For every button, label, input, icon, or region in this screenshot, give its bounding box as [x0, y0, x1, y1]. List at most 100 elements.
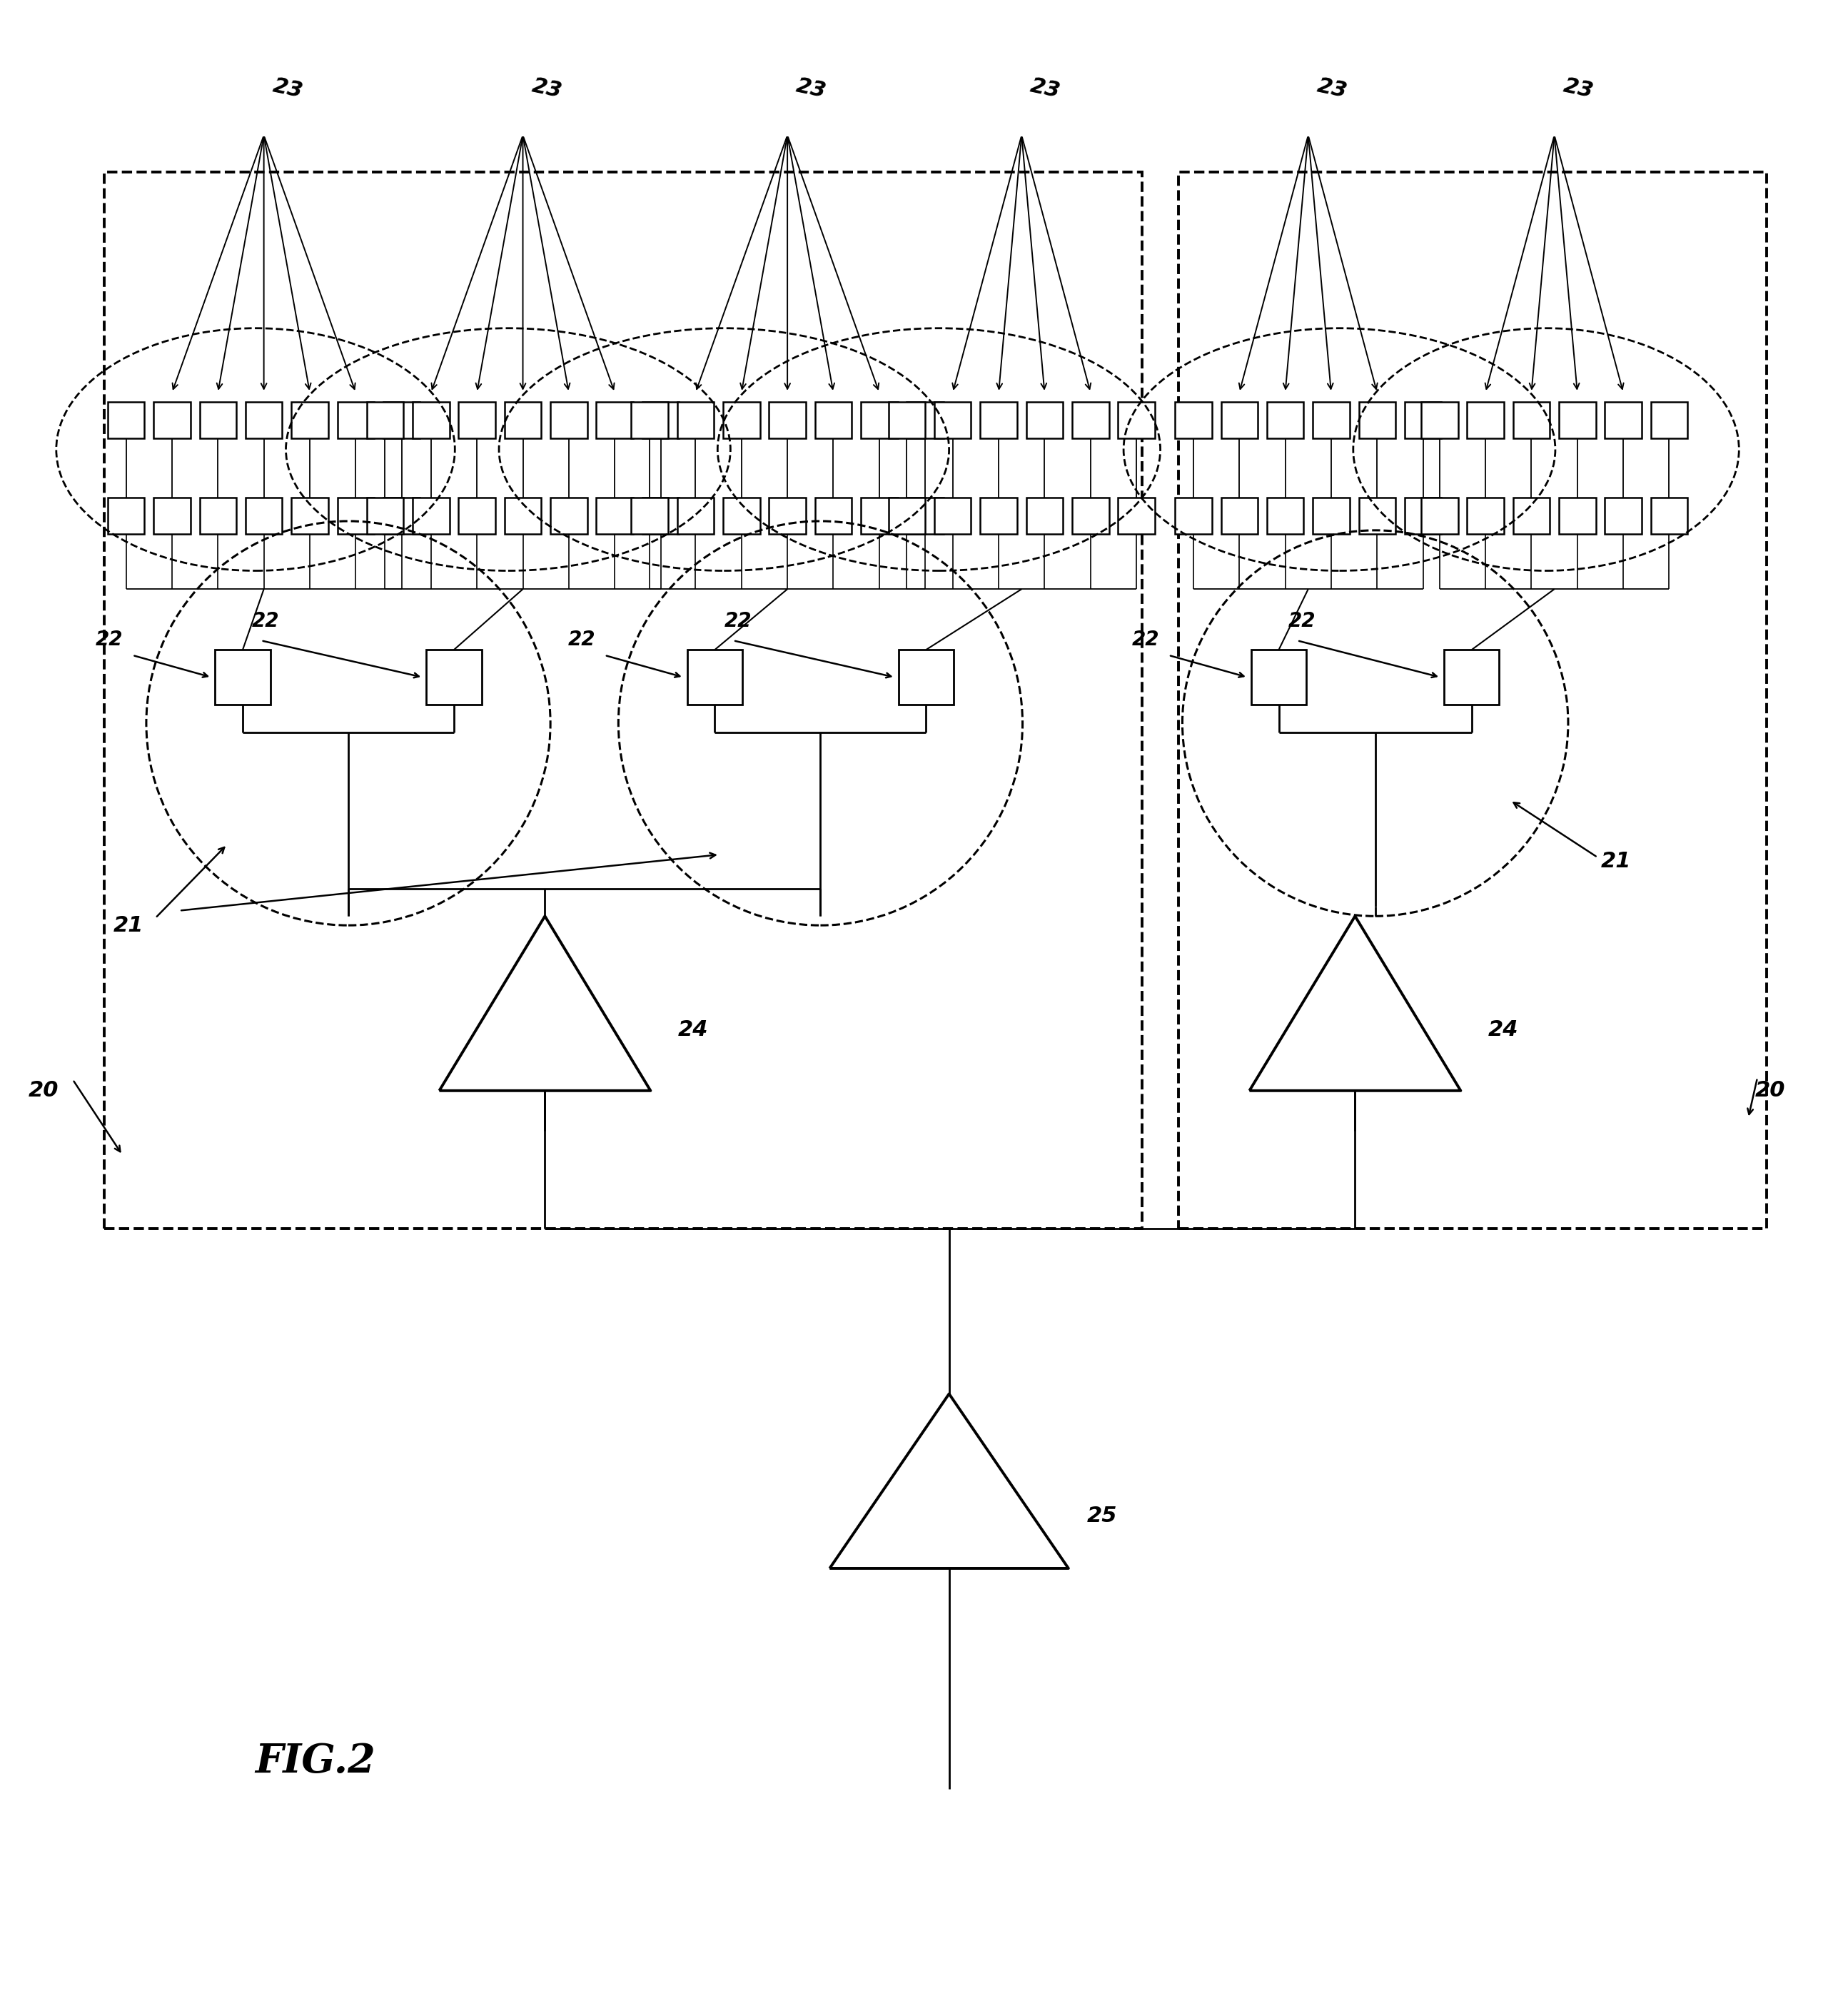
Bar [551, 498, 588, 534]
Bar [1266, 401, 1303, 437]
Text: 23: 23 [794, 77, 828, 103]
Bar [1220, 498, 1257, 534]
Bar [907, 401, 944, 437]
Bar [1180, 171, 1767, 1228]
Bar [383, 401, 420, 437]
Bar [1513, 498, 1550, 534]
Bar [459, 401, 496, 437]
Bar [413, 401, 450, 437]
Text: 23: 23 [529, 77, 564, 103]
Bar [337, 401, 374, 437]
Bar [861, 401, 898, 437]
Bar [1513, 401, 1550, 437]
Text: 22: 22 [1132, 629, 1159, 649]
Bar [1073, 498, 1109, 534]
Bar [1251, 649, 1307, 706]
Bar [1312, 401, 1349, 437]
Bar [934, 498, 971, 534]
Bar [1119, 498, 1156, 534]
Text: 22: 22 [724, 611, 752, 631]
Bar [1220, 401, 1257, 437]
Text: 20: 20 [1755, 1081, 1786, 1101]
Bar [367, 401, 404, 437]
Bar [107, 401, 144, 437]
Text: 22: 22 [252, 611, 280, 631]
Bar [888, 401, 925, 437]
Bar [676, 401, 713, 437]
Bar [597, 401, 634, 437]
Bar [1176, 401, 1211, 437]
Text: 21: 21 [1602, 851, 1631, 871]
Text: 25: 25 [1087, 1506, 1117, 1526]
Bar [815, 401, 851, 437]
Bar [291, 498, 328, 534]
Bar [1651, 401, 1688, 437]
Bar [1651, 498, 1688, 534]
Bar [641, 401, 678, 437]
Bar [861, 498, 898, 534]
Bar [641, 498, 678, 534]
Bar [153, 401, 190, 437]
Bar [632, 401, 667, 437]
Bar [769, 498, 805, 534]
Bar [769, 401, 805, 437]
Bar [597, 498, 634, 534]
Bar [1312, 498, 1349, 534]
Bar [199, 401, 236, 437]
Text: 22: 22 [568, 629, 595, 649]
Bar [551, 401, 588, 437]
Text: 23: 23 [1028, 77, 1062, 103]
Bar [505, 401, 542, 437]
Bar [1027, 498, 1063, 534]
Text: 24: 24 [1489, 1020, 1519, 1040]
Bar [199, 498, 236, 534]
Bar [245, 498, 282, 534]
Bar [1445, 649, 1498, 706]
Bar [1559, 401, 1596, 437]
Bar [687, 649, 743, 706]
Bar [722, 498, 759, 534]
Text: 20: 20 [28, 1081, 59, 1101]
Bar [1467, 498, 1504, 534]
Bar [245, 401, 282, 437]
Bar [722, 401, 759, 437]
Bar [676, 498, 713, 534]
Bar [1027, 401, 1063, 437]
Bar [934, 401, 971, 437]
Bar [107, 498, 144, 534]
Bar [888, 498, 925, 534]
Bar [1421, 498, 1458, 534]
Bar [153, 498, 190, 534]
Bar [367, 498, 404, 534]
Text: 23: 23 [1561, 77, 1596, 103]
Bar [426, 649, 481, 706]
Bar [980, 401, 1017, 437]
Bar [1404, 498, 1441, 534]
Bar [505, 498, 542, 534]
Bar [291, 401, 328, 437]
Bar [980, 498, 1017, 534]
Bar [899, 649, 953, 706]
Bar [216, 649, 271, 706]
Bar [1467, 401, 1504, 437]
Bar [1605, 498, 1642, 534]
Bar [103, 171, 1143, 1228]
Text: 23: 23 [271, 77, 304, 103]
Text: 24: 24 [678, 1020, 708, 1040]
Bar [383, 498, 420, 534]
Bar [1421, 401, 1458, 437]
Bar [1176, 498, 1211, 534]
Bar [907, 498, 944, 534]
Bar [632, 498, 667, 534]
Bar [1404, 401, 1441, 437]
Bar [1358, 401, 1395, 437]
Bar [459, 498, 496, 534]
Bar [1073, 401, 1109, 437]
Bar [1119, 401, 1156, 437]
Bar [1266, 498, 1303, 534]
Bar [815, 498, 851, 534]
Text: 22: 22 [96, 629, 123, 649]
Text: 22: 22 [1288, 611, 1316, 631]
Bar [337, 498, 374, 534]
Bar [1605, 401, 1642, 437]
